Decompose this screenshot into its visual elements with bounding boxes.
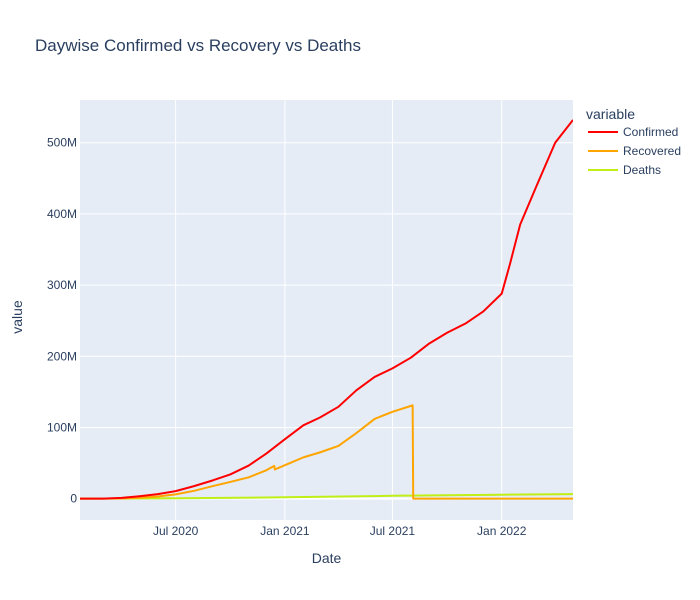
x-axis-title: Date xyxy=(312,550,342,566)
y-tick-label: 500M xyxy=(47,136,77,150)
tick-labels: Jul 2020 Jan 2021 Jul 2021 Jan 2022 0 100M 200… xyxy=(47,136,527,538)
series-line-deaths xyxy=(80,493,573,500)
chart-title: Daywise Confirmed vs Recovery vs Deaths xyxy=(35,36,361,55)
legend-title: variable xyxy=(586,106,635,122)
legend-label: Confirmed xyxy=(623,125,678,139)
x-tick-label: Jan 2022 xyxy=(477,524,527,538)
y-tick-label: 100M xyxy=(47,420,77,434)
plot-area xyxy=(80,100,573,520)
series-line-recovered xyxy=(80,404,573,500)
y-tick-label: 0 xyxy=(70,492,77,506)
x-tick-label: Jan 2021 xyxy=(260,524,310,538)
legend: variable Confirmed Recovered Deaths xyxy=(586,106,681,177)
legend-item-deaths[interactable]: Deaths xyxy=(588,163,661,177)
legend-item-recovered[interactable]: Recovered xyxy=(588,144,681,158)
series-line-confirmed xyxy=(80,119,573,500)
x-tick-label: Jul 2020 xyxy=(153,524,199,538)
y-axis-title: value xyxy=(9,300,25,334)
series-lines xyxy=(80,119,573,500)
legend-label: Recovered xyxy=(623,144,681,158)
y-tick-label: 200M xyxy=(47,349,77,363)
y-tick-label: 400M xyxy=(47,207,77,221)
legend-item-confirmed[interactable]: Confirmed xyxy=(588,125,678,139)
x-tick-label: Jul 2021 xyxy=(370,524,416,538)
legend-label: Deaths xyxy=(623,163,661,177)
y-tick-label: 300M xyxy=(47,278,77,292)
